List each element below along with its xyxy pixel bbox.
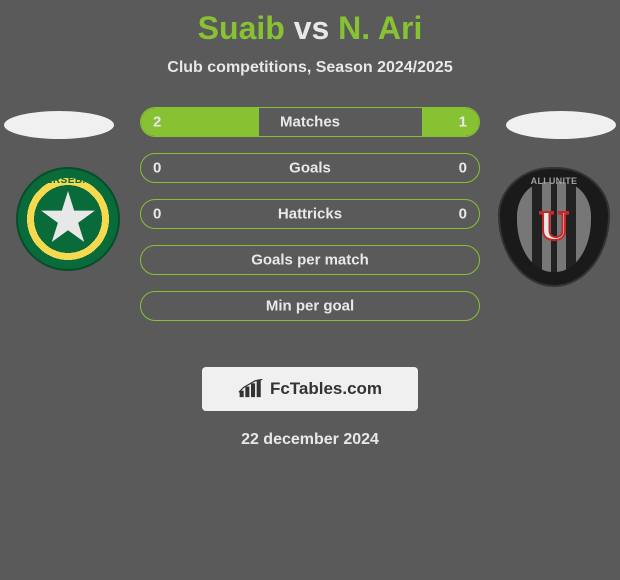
player2-name: N. Ari — [338, 10, 422, 46]
stat-label: Hattricks — [141, 206, 479, 223]
stat-row: Goals0 0 — [140, 153, 480, 183]
stat-row: Hattricks0 0 — [140, 199, 480, 229]
stat-value-left: 0 — [153, 206, 161, 223]
stat-value-right: 0 — [459, 206, 467, 223]
club-badge-right: ALI UNITE — [498, 167, 610, 287]
page-title: Suaib vs N. Ari — [0, 0, 620, 47]
stat-value-left: 2 — [153, 114, 161, 131]
generation-date: 22 december 2024 — [0, 431, 620, 449]
stat-row: Min per goal — [140, 291, 480, 321]
player1-placeholder-ellipse — [4, 111, 114, 139]
stats-bars: Matches21Goals00Hattricks00Goals per mat… — [140, 107, 480, 337]
content-area: ERSEBA ALI UNITE Matches21Goals00Hattric… — [0, 107, 620, 367]
stat-value-left: 0 — [153, 160, 161, 177]
player1-name: Suaib — [198, 10, 285, 46]
club-badge-left: ERSEBA — [16, 167, 120, 271]
stat-label: Goals — [141, 160, 479, 177]
attribution-text: FcTables.com — [270, 379, 382, 399]
bar-chart-icon — [238, 379, 264, 399]
club-badge-left-text: ERSEBA — [18, 175, 118, 186]
stat-label: Min per goal — [141, 298, 479, 315]
comparison-infographic: Suaib vs N. Ari Club competitions, Seaso… — [0, 0, 620, 449]
stat-label: Goals per match — [141, 252, 479, 269]
stat-value-right: 0 — [459, 160, 467, 177]
vs-separator: vs — [294, 10, 330, 46]
club-badge-right-text: ALI UNITE — [500, 176, 608, 186]
attribution-box: FcTables.com — [202, 367, 418, 411]
stat-value-right: 1 — [459, 114, 467, 131]
stat-row: Goals per match — [140, 245, 480, 275]
stat-row: Matches2 1 — [140, 107, 480, 137]
subtitle: Club competitions, Season 2024/2025 — [0, 59, 620, 77]
stat-label: Matches — [141, 114, 479, 131]
player2-placeholder-ellipse — [506, 111, 616, 139]
